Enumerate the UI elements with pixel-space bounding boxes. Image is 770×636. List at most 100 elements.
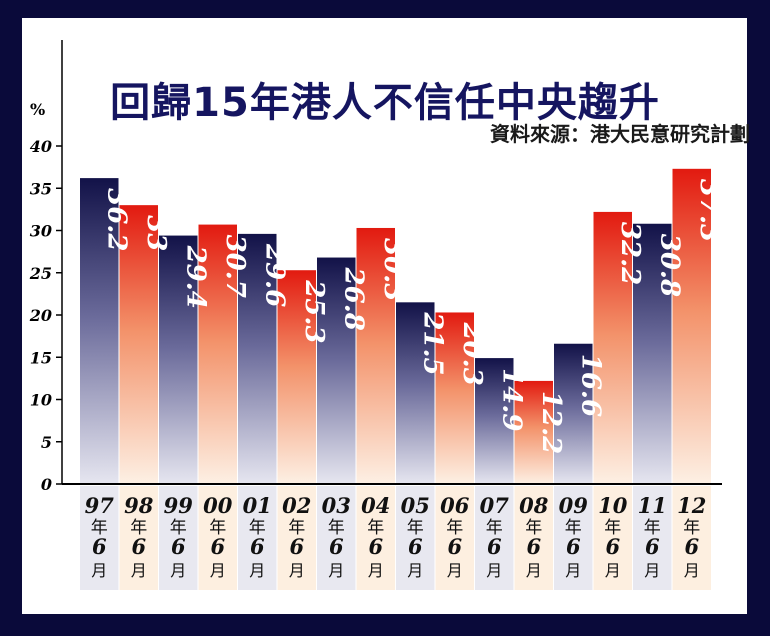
y-tick-label: 35 [30,179,52,198]
category-bg [633,486,672,590]
data-label: 25.3 [299,279,329,343]
y-tick-label: 10 [30,391,52,410]
x-tick-month: 6 [447,534,462,559]
category-bg [554,486,593,590]
y-axis-label: % [30,100,46,119]
x-tick-month: 6 [92,534,107,559]
category-bg [396,486,435,590]
x-tick-yue: 月 [131,561,147,580]
y-tick-label: 5 [41,433,52,452]
x-tick-month: 6 [368,534,383,559]
x-tick-year: 09 [559,493,589,518]
category-bg [198,486,237,590]
x-tick-yue: 月 [407,561,423,580]
x-tick-yue: 月 [486,561,502,580]
x-tick-yue: 月 [526,561,542,580]
category-bg [119,486,158,590]
x-tick-year: 10 [598,493,628,518]
bar [80,178,119,485]
bar [435,312,474,484]
x-tick-yue: 月 [684,561,700,580]
x-tick-nian: 年 [525,518,542,538]
x-tick-month: 6 [250,534,265,559]
x-tick-yue: 月 [644,561,660,580]
bar [277,270,316,484]
x-tick-nian: 年 [170,518,187,538]
x-tick-nian: 年 [644,518,661,538]
bar [238,233,277,484]
category-bg [475,486,514,590]
x-tick-year: 00 [203,493,233,518]
data-label: 30.8 [654,234,684,297]
y-tick-label: 40 [30,137,52,156]
x-tick-nian: 年 [604,518,621,538]
x-tick-year: 98 [124,493,154,518]
x-tick-nian: 年 [328,518,345,538]
category-bg [238,486,277,590]
bar [593,211,632,484]
x-tick-nian: 年 [683,518,700,538]
y-tick-label: 30 [30,222,52,241]
x-tick-yue: 月 [249,561,265,580]
chart-source: 資料來源：港大民意研究計劃 [490,122,750,146]
category-bg [159,486,198,590]
x-tick-year: 07 [480,493,510,518]
y-tick-label: 15 [30,348,52,367]
data-label: 33 [141,215,171,251]
x-tick-yue: 月 [328,561,344,580]
x-tick-month: 6 [487,534,502,559]
x-tick-year: 02 [282,493,311,518]
x-tick-nian: 年 [407,518,424,538]
data-label: 20.3 [457,321,487,385]
data-label: 37.3 [694,179,724,242]
x-tick-year: 03 [322,493,351,518]
x-tick-month: 6 [605,534,620,559]
x-tick-year: 05 [401,493,430,518]
x-tick-nian: 年 [288,518,305,538]
x-tick-yue: 月 [565,561,581,580]
x-tick-yue: 月 [447,561,463,580]
x-tick-yue: 月 [91,561,107,580]
x-tick-year: 97 [85,493,115,518]
bar [672,168,711,484]
x-tick-nian: 年 [249,518,266,538]
bar [119,205,158,484]
data-label: 36.2 [101,188,131,251]
x-tick-nian: 年 [209,518,226,538]
data-label: 12.2 [536,391,566,454]
bar [317,257,356,484]
x-tick-year: 06 [440,493,470,518]
bar [198,224,237,484]
x-tick-yue: 月 [368,561,384,580]
x-tick-year: 04 [361,493,390,518]
data-label: 29.4 [180,245,210,309]
x-tick-month: 6 [171,534,186,559]
x-tick-month: 6 [289,534,304,559]
y-tick-label: 20 [29,306,52,325]
x-tick-month: 6 [210,534,225,559]
x-tick-nian: 年 [486,518,503,538]
x-tick-nian: 年 [91,518,108,538]
y-tick-label: 0 [41,475,52,494]
bar [396,302,435,484]
category-bg [514,486,553,590]
x-tick-year: 01 [243,493,272,518]
x-tick-nian: 年 [565,518,582,538]
x-tick-yue: 月 [605,561,621,580]
category-bg [80,486,119,590]
data-label: 16.6 [575,354,605,417]
x-tick-year: 99 [164,493,194,518]
bar [159,235,198,484]
bar [356,227,395,484]
x-tick-year: 12 [677,493,706,518]
x-tick-month: 6 [645,534,660,559]
bar [633,223,672,485]
bar [514,380,553,484]
data-label: 30.7 [220,235,250,298]
x-tick-month: 6 [408,534,423,559]
data-label: 30.3 [378,238,408,301]
bar [475,358,514,484]
x-tick-year: 11 [638,493,667,518]
data-label: 29.6 [259,243,289,307]
